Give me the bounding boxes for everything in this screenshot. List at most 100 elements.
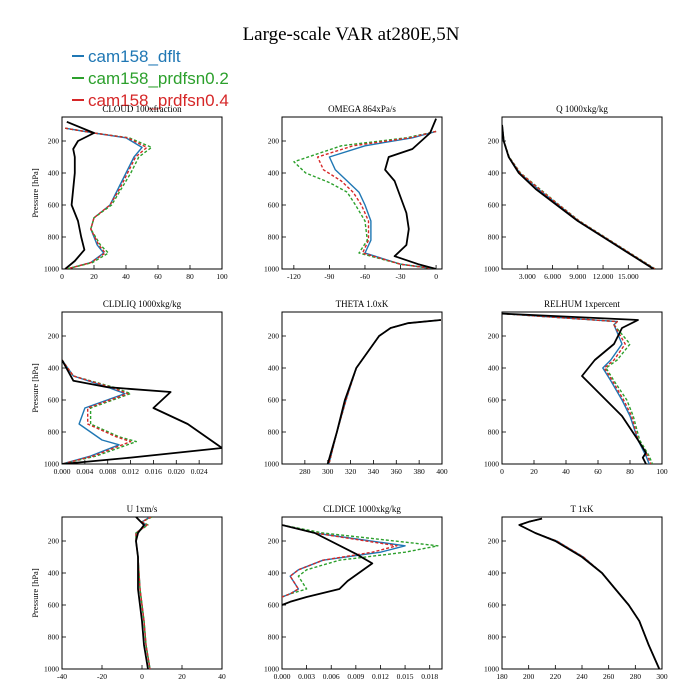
x-tick-label: 100 xyxy=(216,272,228,281)
x-tick-label: 260 xyxy=(603,672,615,681)
x-tick-label: 9.000 xyxy=(569,272,586,281)
panel-title: U 1xm/s xyxy=(127,504,158,514)
x-tick-label: -20 xyxy=(97,672,107,681)
x-tick-label: 40 xyxy=(122,272,130,281)
series-line xyxy=(502,312,647,464)
x-tick-label: 20 xyxy=(90,272,98,281)
panel-title: Q 1000xkg/kg xyxy=(556,104,608,114)
series-line xyxy=(328,319,441,464)
x-tick-label: 240 xyxy=(576,672,588,681)
x-tick-label: 300 xyxy=(322,467,334,476)
series-group xyxy=(62,359,222,464)
y-axis-label: Pressure [hPa] xyxy=(30,168,40,218)
series-group xyxy=(502,124,656,269)
plot-frame xyxy=(501,516,663,670)
y-tick-label: 200 xyxy=(48,137,60,146)
series-line xyxy=(64,120,95,269)
legend-entry-prdfsn0.2: cam158_prdfsn0.2 xyxy=(72,69,229,88)
x-tick-label: 200 xyxy=(523,672,535,681)
x-tick-label: 60 xyxy=(594,467,602,476)
y-tick-label: 200 xyxy=(268,137,280,146)
series-line xyxy=(502,124,656,269)
legend-label-prdfsn0.2: cam158_prdfsn0.2 xyxy=(88,69,229,88)
y-tick-label: 800 xyxy=(268,233,280,242)
x-tick-label: 340 xyxy=(368,467,380,476)
y-tick-label: 800 xyxy=(268,633,280,642)
series-group xyxy=(282,524,439,606)
x-tick-label: 20 xyxy=(178,672,186,681)
y-tick-label: 600 xyxy=(268,396,280,405)
series-group xyxy=(293,118,437,269)
series-line xyxy=(293,130,437,269)
y-tick-label: 600 xyxy=(488,201,500,210)
plot-frame xyxy=(281,311,443,465)
y-tick-label: 1000 xyxy=(264,265,279,274)
y-tick-label: 600 xyxy=(48,396,60,405)
y-axis-label: Pressure [hPa] xyxy=(30,363,40,413)
y-tick-label: 200 xyxy=(488,537,500,546)
panel-title: CLOUD 100xfraction xyxy=(102,104,182,114)
panel-2: OMEGA 864xPa/s 200 400 600 800 1000 -120 -90 -60… xyxy=(264,104,443,281)
x-tick-label: 280 xyxy=(630,672,642,681)
y-tick-label: 800 xyxy=(48,633,60,642)
series-line xyxy=(502,124,656,269)
panel-title: OMEGA 864xPa/s xyxy=(328,104,396,114)
series-line xyxy=(328,130,437,269)
series-line xyxy=(326,319,441,464)
y-tick-label: 400 xyxy=(48,569,60,578)
y-tick-label: 400 xyxy=(268,569,280,578)
panel-title: CLDLIQ 1000xkg/kg xyxy=(103,299,182,309)
x-tick-label: 0 xyxy=(500,467,504,476)
legend: cam158_dflt cam158_prdfsn0.2 cam158_prdf… xyxy=(72,47,229,110)
x-tick-label: 220 xyxy=(550,672,562,681)
y-tick-label: 800 xyxy=(488,633,500,642)
series-line xyxy=(518,517,660,669)
y-tick-label: 600 xyxy=(268,201,280,210)
x-tick-label: 12.000 xyxy=(593,272,614,281)
y-tick-label: 1000 xyxy=(44,265,59,274)
y-tick-label: 800 xyxy=(48,233,60,242)
series-line xyxy=(282,524,374,606)
plot-frame xyxy=(281,116,443,270)
y-tick-label: 600 xyxy=(488,601,500,610)
series-line xyxy=(502,312,654,464)
y-tick-label: 1000 xyxy=(484,265,499,274)
x-tick-label: 80 xyxy=(186,272,194,281)
x-tick-label: 0.006 xyxy=(323,672,340,681)
series-line xyxy=(502,124,655,269)
series-group xyxy=(135,517,153,669)
y-tick-label: 400 xyxy=(268,169,280,178)
y-axis-label: Pressure [hPa] xyxy=(30,568,40,618)
x-tick-label: -120 xyxy=(287,272,301,281)
x-tick-label: -60 xyxy=(360,272,370,281)
x-tick-label: 0.000 xyxy=(54,467,71,476)
y-tick-label: 800 xyxy=(268,428,280,437)
x-tick-label: 40 xyxy=(218,672,226,681)
plot-frame xyxy=(501,311,663,465)
series-line xyxy=(518,517,660,669)
legend-label-dflt: cam158_dflt xyxy=(88,47,181,66)
x-tick-label: 0.003 xyxy=(298,672,315,681)
x-tick-label: 0.009 xyxy=(347,672,364,681)
y-tick-label: 600 xyxy=(488,396,500,405)
y-tick-label: 800 xyxy=(488,233,500,242)
legend-entry-prdfsn0.4: cam158_prdfsn0.4 xyxy=(72,91,229,110)
x-tick-label: 0.012 xyxy=(122,467,139,476)
y-tick-label: 200 xyxy=(268,537,280,546)
series-line xyxy=(328,319,441,464)
x-tick-label: 300 xyxy=(656,672,668,681)
y-tick-label: 400 xyxy=(268,364,280,373)
x-tick-label: 20 xyxy=(530,467,538,476)
panel-title: CLDICE 1000xkg/kg xyxy=(323,504,401,514)
legend-label-prdfsn0.4: cam158_prdfsn0.4 xyxy=(88,91,229,110)
series-line xyxy=(62,359,222,464)
plot-frame xyxy=(61,116,223,270)
x-tick-label: 40 xyxy=(562,467,570,476)
y-tick-label: 1000 xyxy=(484,460,499,469)
series-line xyxy=(65,127,153,269)
y-tick-label: 400 xyxy=(488,169,500,178)
